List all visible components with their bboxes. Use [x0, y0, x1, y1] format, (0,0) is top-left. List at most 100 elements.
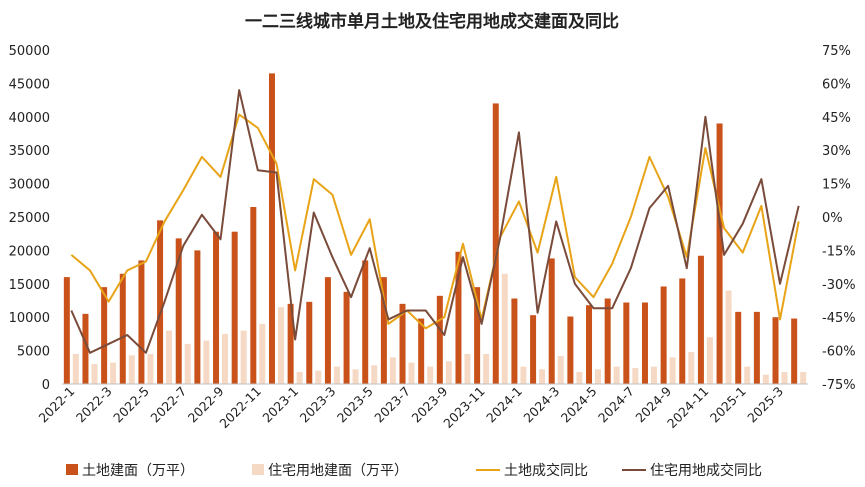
- bar-land-area: [380, 277, 387, 384]
- legend: 土地建面（万平） 住宅用地建面（万平） 土地成交同比 住宅用地成交同比: [66, 462, 762, 479]
- bar-land-area: [175, 238, 182, 384]
- bar-residential-area: [184, 343, 191, 384]
- bar-residential-area: [557, 355, 564, 384]
- bar-land-area: [324, 277, 331, 384]
- bar-land-area: [119, 273, 126, 384]
- bar-land-area: [82, 313, 89, 384]
- bar-residential-area: [576, 371, 583, 384]
- y-right-tick-label: -30%: [822, 278, 856, 293]
- x-tick-label: 2023-5: [334, 384, 376, 426]
- y-right-tick-label: 30%: [822, 144, 851, 159]
- bar-residential-area: [296, 371, 303, 384]
- bar-residential-area: [128, 355, 135, 384]
- bar-residential-area: [706, 337, 713, 384]
- y-right-tick-label: -60%: [822, 345, 856, 360]
- y-right-tick-label: 45%: [822, 111, 851, 126]
- y-left-tick-label: 45000: [9, 77, 50, 92]
- y-right-tick-label: 60%: [822, 77, 851, 92]
- bar-residential-area: [669, 357, 676, 384]
- x-tick-label: 2022-3: [73, 384, 115, 426]
- y-left-tick-label: 15000: [9, 278, 50, 293]
- bar-residential-area: [91, 363, 98, 384]
- bar-land-area: [735, 311, 742, 384]
- x-tick-label: 2025-1: [707, 384, 749, 426]
- bar-land-area: [660, 286, 667, 384]
- bar-residential-area: [483, 353, 490, 384]
- x-tick-label: 2024-3: [520, 384, 562, 426]
- y-left-tick-label: 40000: [9, 111, 50, 126]
- bar-land-area: [791, 318, 798, 384]
- bar-residential-area: [650, 366, 657, 384]
- y-left-tick-label: 10000: [9, 311, 50, 326]
- y-right-tick-label: 75%: [822, 44, 851, 59]
- bar-land-area: [362, 260, 369, 384]
- bar-land-area: [287, 303, 294, 384]
- y-right-tick-label: -15%: [822, 244, 856, 259]
- bar-residential-area: [744, 366, 751, 384]
- x-tick-label: 2023-7: [371, 384, 413, 426]
- x-tick-label: 2023-1: [259, 384, 301, 426]
- x-tick-label: 2024-5: [558, 384, 600, 426]
- y-left-tick-label: 25000: [9, 211, 50, 226]
- bar-residential-area: [371, 365, 378, 384]
- bar-land-area: [343, 291, 350, 384]
- x-tick-label: 2024-11: [664, 384, 712, 432]
- bar-residential-area: [315, 370, 322, 384]
- bar-residential-area: [166, 330, 173, 384]
- bar-land-area: [548, 258, 555, 384]
- bar-land-area: [157, 220, 164, 384]
- bar-residential-area: [72, 353, 79, 384]
- bar-residential-area: [427, 366, 434, 384]
- bar-residential-area: [781, 371, 788, 384]
- bar-residential-area: [613, 366, 620, 384]
- legend-swatch: [252, 464, 264, 475]
- bar-land-area: [492, 103, 499, 384]
- bar-land-area: [772, 317, 779, 384]
- bar-land-area: [138, 260, 145, 384]
- bar-residential-area: [501, 273, 508, 384]
- bar-land-area: [679, 278, 686, 384]
- bar-residential-area: [277, 307, 284, 384]
- bar-land-area: [641, 302, 648, 384]
- bar-residential-area: [762, 374, 769, 384]
- bar-residential-area: [539, 369, 546, 384]
- x-tick-label: 2023-3: [297, 384, 339, 426]
- bar-residential-area: [520, 366, 527, 384]
- bar-residential-area: [632, 367, 639, 384]
- chart-title: 一二三线城市单月土地及住宅用地成交建面及同比: [245, 11, 619, 32]
- bar-land-area: [306, 301, 313, 384]
- line-residential-yoy: [70, 89, 800, 354]
- bar-land-area: [623, 302, 630, 384]
- y-right-tick-label: -45%: [822, 311, 856, 326]
- y-left-tick-label: 5000: [17, 345, 50, 360]
- legend-swatch: [66, 464, 78, 475]
- bar-residential-area: [203, 340, 210, 384]
- bar-land-area: [63, 277, 70, 384]
- bar-land-area: [436, 295, 443, 384]
- y-right-tick-label: -75%: [822, 378, 856, 393]
- y-left-tick-label: 0: [42, 378, 50, 393]
- bar-residential-area: [725, 290, 732, 384]
- bar-residential-area: [408, 362, 415, 384]
- y-right-tick-label: 0%: [822, 211, 843, 226]
- bar-residential-area: [800, 371, 807, 384]
- bar-residential-area: [464, 353, 471, 384]
- x-tick-label: 2024-7: [595, 384, 637, 426]
- bar-residential-area: [147, 353, 154, 384]
- bar-land-area: [194, 250, 201, 384]
- x-tick-label: 2022-11: [216, 384, 264, 432]
- bar-land-area: [268, 73, 275, 384]
- bar-residential-area: [222, 333, 229, 384]
- bar-land-area: [399, 303, 406, 384]
- bar-land-area: [604, 298, 611, 384]
- bar-land-area: [213, 231, 220, 384]
- bar-land-area: [418, 318, 425, 384]
- legend-label: 住宅用地建面（万平）: [268, 463, 408, 479]
- y-left-tick-label: 30000: [9, 178, 50, 193]
- bar-land-area: [753, 311, 760, 384]
- bar-residential-area: [333, 366, 340, 384]
- bar-land-area: [511, 298, 518, 384]
- bar-land-area: [101, 287, 108, 384]
- bar-land-area: [474, 287, 481, 384]
